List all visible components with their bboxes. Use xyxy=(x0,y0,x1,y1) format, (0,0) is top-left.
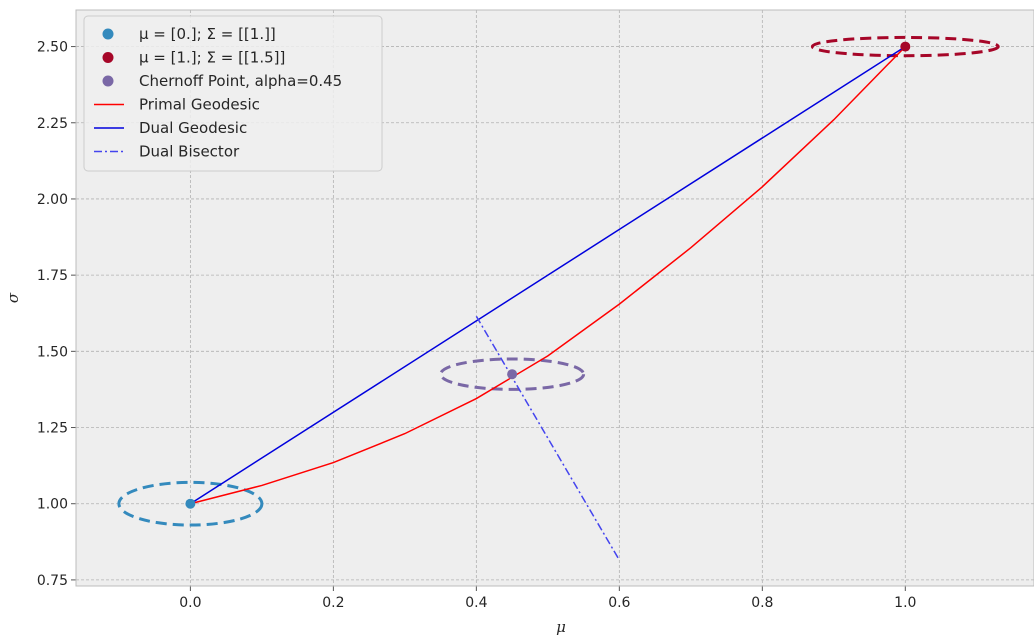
x-tick-label: 0.4 xyxy=(465,595,487,611)
data-point xyxy=(900,41,911,52)
legend-label: μ = [0.]; Σ = [[1.]] xyxy=(139,25,276,43)
legend-marker xyxy=(102,28,114,40)
legend-marker xyxy=(102,75,114,87)
legend-label: Dual Geodesic xyxy=(139,119,247,137)
data-point xyxy=(507,369,518,380)
legend: μ = [0.]; Σ = [[1.]] μ = [1.]; Σ = [[1.5]… xyxy=(83,15,383,172)
y-tick-label: 2.00 xyxy=(37,192,68,208)
x-tick-label: 0.0 xyxy=(179,595,201,611)
y-tick-label: 1.25 xyxy=(37,421,68,437)
series-line-primal-geodesic xyxy=(190,46,906,505)
contour-ellipse xyxy=(810,35,1000,58)
y-tick-label: 1.75 xyxy=(37,268,68,284)
x-axis-label: μ xyxy=(556,618,566,636)
legend-label: μ = [1.]; Σ = [[1.5]] xyxy=(139,49,285,67)
legend-label: Dual Bisector xyxy=(139,143,240,161)
x-tick-label: 1.0 xyxy=(894,595,916,611)
y-tick-label: 1.00 xyxy=(37,497,68,513)
series-lines xyxy=(189,45,906,561)
legend-box xyxy=(83,15,383,172)
plot-frame xyxy=(75,9,1034,587)
ticks: 0.0 0.2 0.4 0.6 0.8 1.0 0.75 1.00 1.25 1.50 1.75 2.… xyxy=(37,9,1034,611)
contour-ellipse xyxy=(117,480,264,527)
x-tick-label: 0.2 xyxy=(322,595,344,611)
series-line-dual-bisector xyxy=(475,315,620,561)
x-tick-label: 0.8 xyxy=(751,595,773,611)
y-tick-label: 2.25 xyxy=(37,116,68,132)
legend-label: Primal Geodesic xyxy=(139,96,260,114)
contour-ellipse xyxy=(439,357,586,391)
legend-marker xyxy=(102,52,114,63)
points xyxy=(185,41,911,509)
ellipses xyxy=(117,35,1000,527)
y-tick-label: 2.50 xyxy=(37,40,68,56)
x-tick-label: 0.6 xyxy=(608,595,630,611)
y-tick-label: 1.50 xyxy=(37,344,68,360)
y-tick-label: 0.75 xyxy=(37,573,68,589)
series-line-dual-geodesic xyxy=(189,45,906,505)
legend-label: Chernoff Point, alpha=0.45 xyxy=(139,72,342,90)
data-point xyxy=(185,498,196,509)
y-axis-label: σ xyxy=(4,292,22,303)
